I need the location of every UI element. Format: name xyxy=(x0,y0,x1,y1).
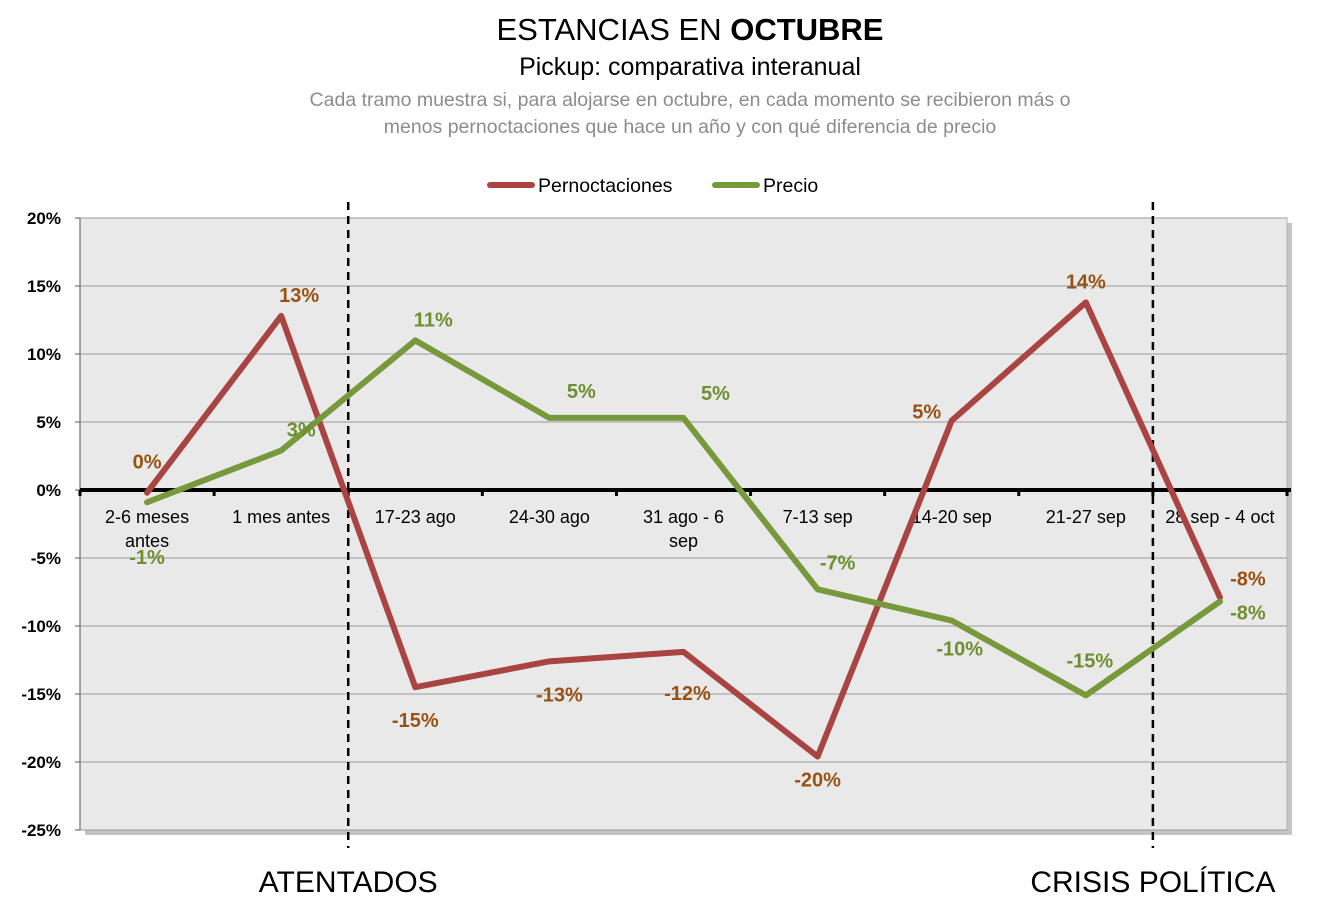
x-tick-label: 2-6 meses xyxy=(105,507,189,527)
legend-label: Precio xyxy=(763,175,818,197)
data-label: 5% xyxy=(701,383,730,405)
y-tick-label: 15% xyxy=(27,277,61,296)
event-label: CRISIS POLÍTICA xyxy=(1030,866,1275,899)
data-label: 5% xyxy=(567,381,596,403)
data-label: -13% xyxy=(536,684,583,706)
x-tick-label: 1 mes antes xyxy=(232,507,330,527)
x-tick-label: 24-30 ago xyxy=(509,507,590,527)
data-label: 11% xyxy=(414,309,453,331)
y-tick-label: 0% xyxy=(36,481,61,500)
data-label: -15% xyxy=(1066,650,1113,672)
data-label: -15% xyxy=(392,710,439,732)
y-tick-label: -15% xyxy=(21,685,61,704)
chart-description-line-2: menos pernoctaciones que hace un año y c… xyxy=(383,116,997,138)
data-label: 0% xyxy=(133,452,162,474)
data-label: -1% xyxy=(129,547,165,569)
x-tick-label: sep xyxy=(669,531,698,551)
y-tick-label: -25% xyxy=(21,821,61,840)
data-label: -8% xyxy=(1230,568,1266,590)
y-tick-label: -20% xyxy=(21,753,61,772)
data-label: 5% xyxy=(912,402,941,424)
data-label: 3% xyxy=(287,420,316,442)
x-tick-label: 21-27 sep xyxy=(1046,507,1126,527)
data-label: -10% xyxy=(936,639,983,661)
x-tick-label: 7-13 sep xyxy=(783,507,853,527)
data-label: -12% xyxy=(664,683,711,705)
chart-title-bold: OCTUBRE xyxy=(730,12,884,47)
legend-label: Pernoctaciones xyxy=(538,175,673,197)
y-tick-label: 20% xyxy=(27,209,61,228)
y-tick-label: -10% xyxy=(21,617,61,636)
y-tick-label: 5% xyxy=(36,413,61,432)
data-label: -8% xyxy=(1230,603,1266,625)
data-label: -20% xyxy=(794,770,841,792)
x-tick-label: 14-20 sep xyxy=(912,507,992,527)
chart-title-prefix: ESTANCIAS EN xyxy=(496,12,731,47)
series-line-precio xyxy=(144,337,1223,699)
x-tick-label: 28 sep - 4 oct xyxy=(1165,507,1274,527)
x-tick-label: 17-23 ago xyxy=(375,507,456,527)
data-label: 13% xyxy=(279,285,319,307)
x-tick-label: antes xyxy=(125,531,169,551)
chart-title: ESTANCIAS EN OCTUBRE xyxy=(0,12,1323,48)
x-tick-label: 31 ago - 6 xyxy=(643,507,724,527)
chart-description-line-1: Cada tramo muestra si, para alojarse en … xyxy=(309,89,1071,111)
series-line-pernoctaciones xyxy=(144,299,1223,760)
chart-subtitle: Pickup: comparativa interanual xyxy=(519,53,861,81)
event-label: ATENTADOS xyxy=(259,866,438,899)
y-tick-label: -5% xyxy=(31,549,61,568)
y-tick-label: 10% xyxy=(27,345,61,364)
data-label: -7% xyxy=(820,552,856,574)
data-label: 14% xyxy=(1066,271,1106,293)
